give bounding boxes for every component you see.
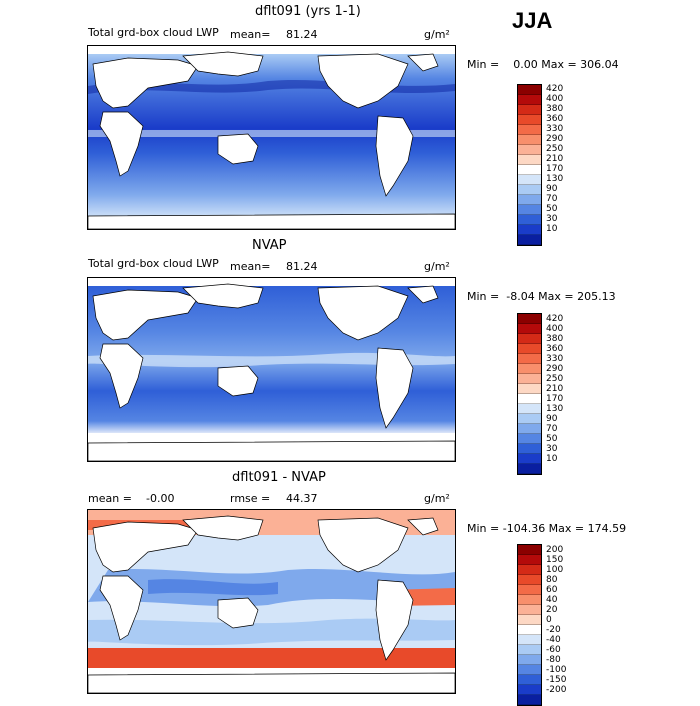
cb3-label: 0 [546,615,552,625]
cb1-label: 50 [546,204,558,214]
panel1-variable-label: Total grd-box cloud LWP [88,26,219,39]
panel2-map [87,277,456,462]
panel1-units: g/m² [424,28,450,41]
cb2-label: 50 [546,434,558,444]
cb3-label: 40 [546,595,558,605]
cb3-label: 80 [546,575,558,585]
cb2-label: 380 [546,334,564,344]
cb1-label: 70 [546,194,558,204]
cb2-label: 70 [546,424,558,434]
panel2-continents [88,283,455,461]
cb2-label: 420 [546,314,564,324]
cb2-label: 250 [546,374,564,384]
cb2-label: 30 [546,444,558,454]
cb1-label: 290 [546,134,564,144]
cb2-label: 330 [546,354,564,364]
panel1-range: Min = 0.00 Max = 306.04 [467,58,619,71]
cb3-label: 200 [546,545,564,555]
panel2-mean-value: 81.24 [286,260,318,273]
cb3-label: -200 [546,685,567,695]
cb2-label: 210 [546,384,564,394]
cb2-label: 10 [546,454,558,464]
cb2-label: 400 [546,324,564,334]
panel3-map [87,509,456,694]
panel1-continents [88,51,455,229]
cb1-label: 10 [546,224,558,234]
cb2-label: 90 [546,414,558,424]
panel3-units: g/m² [424,492,450,505]
panel2-range: Min = -8.04 Max = 205.13 [467,290,616,303]
cb2-label: 290 [546,364,564,374]
panel1-mean-value: 81.24 [286,28,318,41]
cb3-label: 60 [546,585,558,595]
cb3-label: 100 [546,565,564,575]
cb1-label: 400 [546,94,564,104]
cb1-label: 330 [546,124,564,134]
cb1-label: 130 [546,174,564,184]
panel3-rmse-value: 44.37 [286,492,318,505]
cb2-label: 130 [546,404,564,414]
panel3-mean-value: -0.00 [146,492,175,505]
panel2-units: g/m² [424,260,450,273]
cb3-label: -150 [546,675,567,685]
panel2-title: NVAP [252,238,287,253]
cb3-label: -100 [546,665,567,675]
panel3-colorbar [517,544,542,706]
cb3-label: 150 [546,555,564,565]
panel1-title: dflt091 (yrs 1-1) [255,4,361,19]
panel3-continents [88,515,455,693]
panel3-title: dflt091 - NVAP [232,470,326,485]
panel1-mean-label: mean= [230,28,271,41]
panel2-variable-label: Total grd-box cloud LWP [88,257,219,270]
season-label: JJA [512,8,553,33]
cb1-label: 170 [546,164,564,174]
cb2-label: 170 [546,394,564,404]
panel1-colorbar [517,84,542,246]
cb1-label: 30 [546,214,558,224]
cb3-label: 20 [546,605,558,615]
cb3-label: -40 [546,635,561,645]
panel2-colorbar [517,313,542,475]
panel3-mean-label: mean = [88,492,132,505]
cb1-label: 360 [546,114,564,124]
cb1-label: 380 [546,104,564,114]
cb1-label: 420 [546,84,564,94]
panel3-rmse-label: rmse = [230,492,271,505]
panel2-mean-label: mean= [230,260,271,273]
panel1-map [87,45,456,230]
cb2-label: 360 [546,344,564,354]
panel3-range: Min = -104.36 Max = 174.59 [467,522,627,535]
cb3-label: -80 [546,655,561,665]
cb1-label: 90 [546,184,558,194]
cb1-label: 250 [546,144,564,154]
cb3-label: -60 [546,645,561,655]
cb1-label: 210 [546,154,564,164]
cb3-label: -20 [546,625,561,635]
